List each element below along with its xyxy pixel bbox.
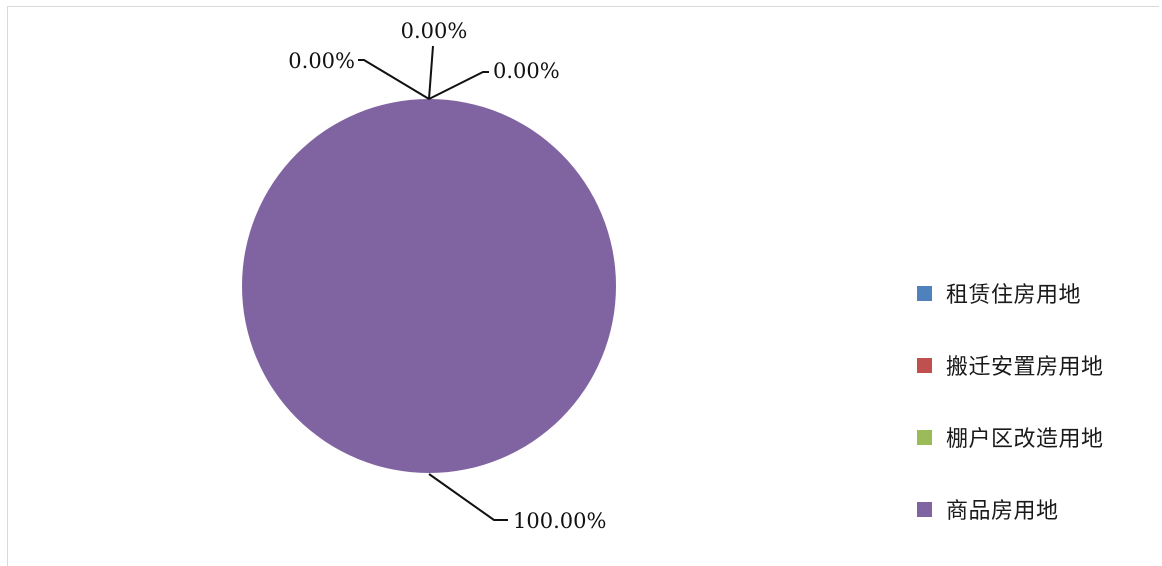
- legend-label: 搬迁安置房用地: [946, 355, 1104, 380]
- data-label: 0.00%: [493, 59, 560, 83]
- legend-swatch: [917, 501, 932, 517]
- data-label: 0.00%: [288, 49, 355, 73]
- leader-line: [428, 71, 489, 100]
- leader-line: [428, 473, 508, 521]
- data-labels: 0.00% 0.00% 0.00% 100.00%: [288, 19, 606, 533]
- legend-item: 棚户区改造用地: [917, 422, 1104, 452]
- data-label: 100.00%: [513, 509, 606, 533]
- legend-label: 商品房用地: [946, 499, 1059, 524]
- legend-item: 商品房用地: [917, 494, 1059, 524]
- legend-item: 搬迁安置房用地: [917, 350, 1104, 380]
- legend-label: 租赁住房用地: [946, 283, 1082, 308]
- legend-swatch: [917, 357, 932, 373]
- legend-item: 租赁住房用地: [917, 278, 1081, 308]
- leader-line: [428, 45, 434, 100]
- legend-swatch: [917, 285, 932, 301]
- pie-slices: [242, 99, 616, 473]
- legend-swatch: [917, 429, 932, 445]
- chart-frame: [7, 6, 1159, 566]
- legend-label: 棚户区改造用地: [946, 427, 1104, 452]
- leader-lines: [358, 45, 508, 521]
- data-label: 0.00%: [401, 19, 468, 43]
- leader-line: [358, 59, 430, 100]
- pie-slice: [242, 99, 616, 473]
